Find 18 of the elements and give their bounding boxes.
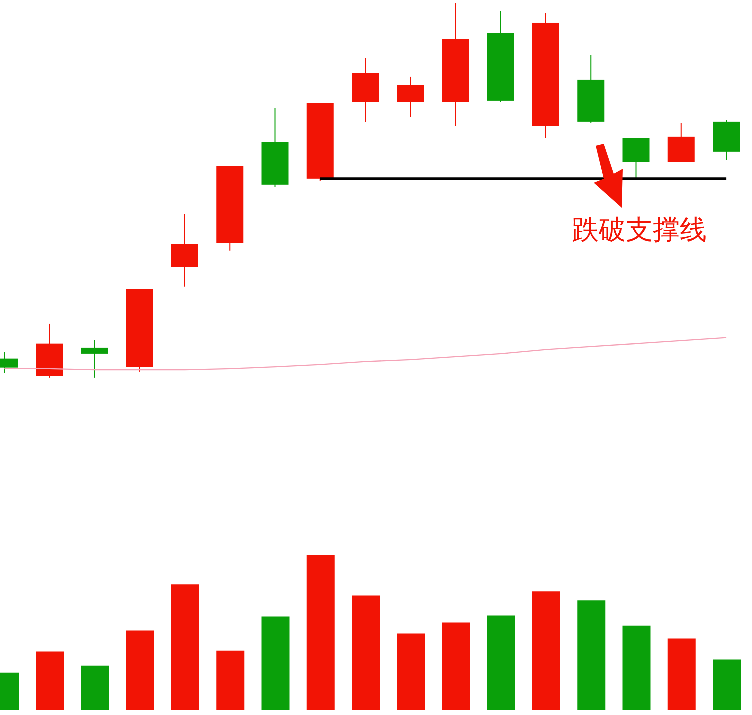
bar [172, 584, 200, 710]
bar [126, 630, 155, 710]
candlestick [82, 340, 109, 378]
bar [398, 634, 426, 710]
bar [578, 600, 606, 710]
bar [668, 638, 696, 710]
bar [82, 666, 110, 710]
bar [217, 650, 246, 710]
bar [262, 616, 290, 710]
bar [442, 622, 471, 710]
bar [532, 592, 561, 710]
bar [713, 660, 742, 710]
bar [36, 652, 65, 710]
bar [623, 626, 652, 710]
bar [352, 596, 380, 710]
bar [307, 556, 336, 710]
bar [488, 616, 516, 710]
annotation: 跌破支撑线 [572, 214, 707, 248]
